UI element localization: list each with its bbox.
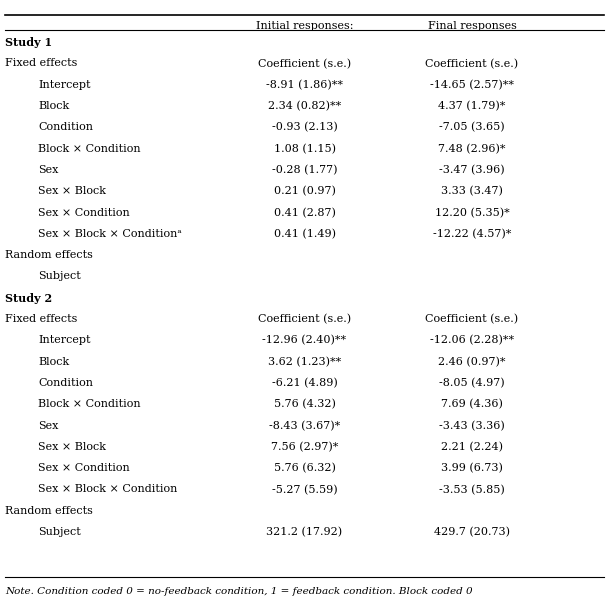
Text: Initial responses:: Initial responses:: [256, 21, 353, 31]
Text: Coefficient (s.e.): Coefficient (s.e.): [426, 58, 518, 69]
Text: 2.34 (0.82)**: 2.34 (0.82)**: [268, 101, 341, 112]
Text: 5.76 (4.32): 5.76 (4.32): [273, 399, 336, 410]
Text: 3.62 (1.23)**: 3.62 (1.23)**: [268, 356, 341, 367]
Text: Subject: Subject: [38, 271, 81, 281]
Text: -12.06 (2.28)**: -12.06 (2.28)**: [430, 335, 514, 346]
Text: 1.08 (1.15): 1.08 (1.15): [273, 143, 336, 154]
Text: 0.41 (2.87): 0.41 (2.87): [273, 208, 336, 218]
Text: Sex: Sex: [38, 421, 58, 431]
Text: 12.20 (5.35)*: 12.20 (5.35)*: [435, 208, 509, 218]
Text: -6.21 (4.89): -6.21 (4.89): [272, 378, 337, 388]
Text: Note. Condition coded 0 = no-feedback condition, 1 = feedback condition. Block c: Note. Condition coded 0 = no-feedback co…: [5, 587, 473, 596]
Text: Coefficient (s.e.): Coefficient (s.e.): [258, 314, 351, 325]
Text: Random effects: Random effects: [5, 250, 93, 260]
Text: Coefficient (s.e.): Coefficient (s.e.): [426, 314, 518, 325]
Text: Sex × Block: Sex × Block: [38, 186, 107, 196]
Text: Condition: Condition: [38, 122, 93, 133]
Text: -3.53 (5.85): -3.53 (5.85): [439, 484, 505, 495]
Text: 2.46 (0.97)*: 2.46 (0.97)*: [438, 356, 505, 367]
Text: Sex × Condition: Sex × Condition: [38, 463, 130, 473]
Text: Block: Block: [38, 356, 69, 367]
Text: -0.28 (1.77): -0.28 (1.77): [272, 165, 337, 175]
Text: Sex: Sex: [38, 165, 58, 175]
Text: -7.05 (3.65): -7.05 (3.65): [439, 122, 505, 133]
Text: Subject: Subject: [38, 527, 81, 537]
Text: 3.99 (6.73): 3.99 (6.73): [441, 463, 503, 473]
Text: 3.33 (3.47): 3.33 (3.47): [441, 186, 503, 197]
Text: Intercept: Intercept: [38, 80, 91, 90]
Text: Sex × Condition: Sex × Condition: [38, 208, 130, 218]
Text: -8.43 (3.67)*: -8.43 (3.67)*: [269, 421, 340, 431]
Text: Condition: Condition: [38, 378, 93, 388]
Text: -8.91 (1.86)**: -8.91 (1.86)**: [266, 80, 343, 90]
Text: Study 2: Study 2: [5, 293, 52, 304]
Text: -12.22 (4.57)*: -12.22 (4.57)*: [433, 229, 511, 239]
Text: 0.41 (1.49): 0.41 (1.49): [273, 229, 336, 239]
Text: 7.69 (4.36): 7.69 (4.36): [441, 399, 503, 410]
Text: -5.27 (5.59): -5.27 (5.59): [272, 484, 337, 495]
Text: -14.65 (2.57)**: -14.65 (2.57)**: [430, 80, 514, 90]
Text: Block × Condition: Block × Condition: [38, 143, 141, 154]
Text: Sex × Block × Condition: Sex × Block × Condition: [38, 484, 178, 494]
Text: Fixed effects: Fixed effects: [5, 314, 77, 324]
Text: 7.48 (2.96)*: 7.48 (2.96)*: [438, 143, 505, 154]
Text: Intercept: Intercept: [38, 335, 91, 346]
Text: -0.93 (2.13): -0.93 (2.13): [272, 122, 337, 133]
Text: Fixed effects: Fixed effects: [5, 58, 77, 68]
Text: -3.47 (3.96): -3.47 (3.96): [439, 165, 505, 175]
Text: 0.21 (0.97): 0.21 (0.97): [273, 186, 336, 197]
Text: 7.56 (2.97)*: 7.56 (2.97)*: [271, 442, 338, 452]
Text: Sex × Block: Sex × Block: [38, 442, 107, 452]
Text: 429.7 (20.73): 429.7 (20.73): [434, 527, 510, 538]
Text: Random effects: Random effects: [5, 506, 93, 516]
Text: -3.43 (3.36): -3.43 (3.36): [439, 421, 505, 431]
Text: -12.96 (2.40)**: -12.96 (2.40)**: [262, 335, 347, 346]
Text: 5.76 (6.32): 5.76 (6.32): [273, 463, 336, 473]
Text: 4.37 (1.79)*: 4.37 (1.79)*: [438, 101, 505, 112]
Text: Final responses: Final responses: [428, 21, 516, 31]
Text: Sex × Block × Conditionᵃ: Sex × Block × Conditionᵃ: [38, 229, 182, 239]
Text: Block: Block: [38, 101, 69, 111]
Text: Study 1: Study 1: [5, 37, 52, 48]
Text: Block × Condition: Block × Condition: [38, 399, 141, 409]
Text: 321.2 (17.92): 321.2 (17.92): [267, 527, 342, 538]
Text: -8.05 (4.97): -8.05 (4.97): [439, 378, 505, 388]
Text: 2.21 (2.24): 2.21 (2.24): [441, 442, 503, 452]
Text: Coefficient (s.e.): Coefficient (s.e.): [258, 58, 351, 69]
